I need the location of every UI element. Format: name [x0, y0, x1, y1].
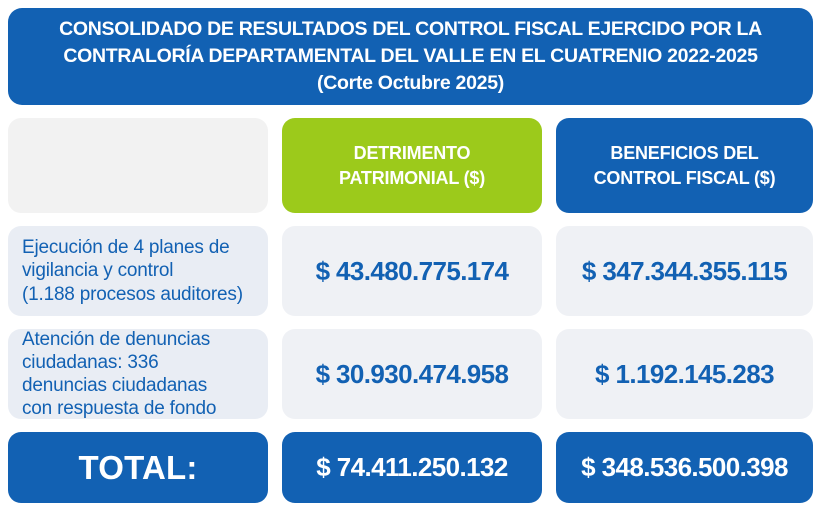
- column-header-beneficios-control-fiscal: BENEFICIOS DEL CONTROL FISCAL ($): [556, 118, 813, 213]
- total-detrimento-patrimonial: $ 74.411.250.132: [282, 432, 542, 503]
- value-detrimento-planes-vigilancia: $ 43.480.775.174: [282, 226, 542, 316]
- corner-cell: [8, 118, 268, 213]
- total-label: TOTAL:: [8, 432, 268, 503]
- row-label-denuncias-ciudadanas: Atención de denuncias ciudadanas: 336 de…: [8, 329, 268, 419]
- value-beneficios-planes-vigilancia: $ 347.344.355.115: [556, 226, 813, 316]
- value-detrimento-denuncias-ciudadanas: $ 30.930.474.958: [282, 329, 542, 419]
- page-title: CONSOLIDADO DE RESULTADOS DEL CONTROL FI…: [59, 18, 762, 94]
- total-beneficios-control-fiscal: $ 348.536.500.398: [556, 432, 813, 503]
- results-table: DETRIMENTO PATRIMONIAL ($) BENEFICIOS DE…: [8, 118, 813, 503]
- column-header-detrimento-patrimonial: DETRIMENTO PATRIMONIAL ($): [282, 118, 542, 213]
- title-banner: CONSOLIDADO DE RESULTADOS DEL CONTROL FI…: [8, 8, 813, 105]
- value-beneficios-denuncias-ciudadanas: $ 1.192.145.283: [556, 329, 813, 419]
- row-label-planes-vigilancia: Ejecución de 4 planes de vigilancia y co…: [8, 226, 268, 316]
